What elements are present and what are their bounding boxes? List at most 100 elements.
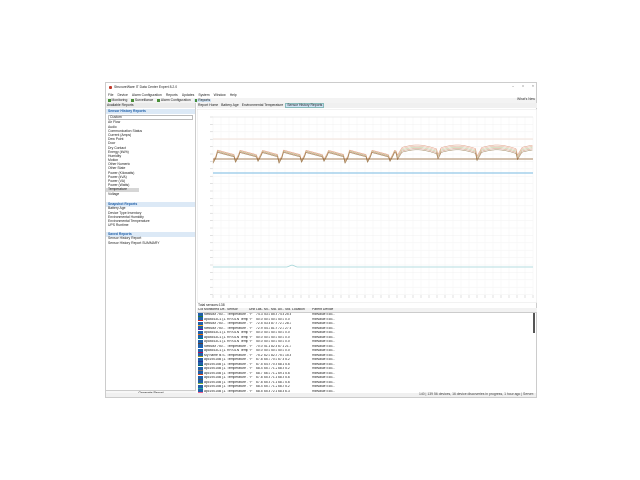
color-swatch[interactable] — [197, 335, 203, 340]
column-header[interactable]: Std... — [285, 308, 291, 312]
color-swatch[interactable] — [197, 357, 203, 362]
color-swatch[interactable] — [197, 366, 203, 371]
table-row[interactable]: apc8543C1 (1...RF/DLN Temp...°F50.050.05… — [197, 335, 537, 340]
table-row[interactable]: apc19015B (1... Temperature ... °F 67.8 65.5… — [197, 380, 537, 385]
report-item[interactable]: Other State — [108, 166, 126, 171]
table-row[interactable]: apc19015B (1... Temperature ... °F 68.5 65.8… — [197, 389, 537, 394]
report-item[interactable]: Sensor History Report SUMMARY — [108, 240, 160, 245]
tab-report-home[interactable]: Report Home — [198, 102, 219, 107]
column-header[interactable]: Parent Device — [312, 308, 334, 312]
report-item[interactable]: Door — [108, 141, 116, 146]
report-item[interactable]: Audio — [108, 124, 117, 129]
report-item[interactable]: UPS Runtime — [108, 223, 129, 228]
tab-environmental-temperature[interactable]: Environmental Temperature — [241, 102, 284, 107]
table-scrollbar[interactable] — [533, 313, 535, 333]
menu-reports[interactable]: Reports — [165, 92, 178, 97]
color-swatch[interactable] — [197, 380, 203, 385]
color-swatch[interactable] — [197, 371, 203, 376]
perspective-reports[interactable]: Reports — [193, 98, 212, 103]
report-item[interactable]: Voltage — [108, 191, 120, 196]
menu-file[interactable]: File — [108, 92, 114, 97]
report-item[interactable]: Air Flow — [108, 120, 121, 125]
table-row[interactable]: apc19015B (1... Temperature ... °F 67.5 64.9… — [197, 362, 537, 367]
table-row[interactable]: apc19015B (1... Temperature ... °F 68.7 66.0… — [197, 371, 537, 376]
color-swatch[interactable] — [197, 344, 203, 349]
report-item[interactable]: Battery Age — [108, 206, 126, 211]
color-swatch[interactable] — [197, 375, 203, 380]
report-item[interactable]: Temperature — [106, 188, 139, 193]
report-item[interactable]: Power (Kilowatts) — [108, 170, 135, 175]
table-row[interactable]: apc19015B (1... Temperature ... °F 68.4 65.7… — [197, 384, 537, 390]
column-header[interactable]: Units — [249, 308, 255, 312]
column-header[interactable]: Monitored De... — [204, 308, 226, 312]
menu-system[interactable]: System — [198, 92, 210, 97]
table-row[interactable]: apc8543C1 (1...RF/DLN Temp...°F50.050.05… — [197, 330, 537, 336]
perspective-monitoring[interactable]: Monitoring — [107, 98, 128, 102]
color-swatch[interactable] — [197, 362, 203, 367]
close-button[interactable]: × — [532, 84, 534, 88]
column-header[interactable]: Location — [292, 308, 305, 312]
table-cell: 50.0 — [271, 349, 277, 353]
table-row[interactable]: apc19015B (1... Temperature ... °F 67.8 65.7… — [197, 357, 537, 363]
report-item[interactable]: Current (Amps) — [108, 132, 132, 137]
status-bar: 140 | 139 56 devices, 16 device discover… — [106, 393, 536, 397]
color-swatch[interactable] — [197, 312, 203, 317]
section-header[interactable]: Snapshot Reports — [106, 202, 195, 207]
menu-device[interactable]: Device — [117, 92, 128, 97]
column-header[interactable]: Ma... — [271, 308, 277, 312]
report-item[interactable]: Energy (kWh) — [108, 149, 129, 154]
report-item[interactable]: Communication Status — [108, 128, 143, 133]
minimize-button[interactable]: – — [512, 84, 514, 88]
perspective-surveillance[interactable]: Surveillance — [130, 98, 154, 102]
color-swatch[interactable] — [197, 330, 203, 335]
color-swatch[interactable] — [197, 389, 203, 394]
column-header[interactable]: Las... — [256, 308, 263, 312]
report-item[interactable]: Environmental Humidity — [108, 214, 144, 219]
table-cell: 71.2 — [271, 371, 277, 375]
column-header[interactable]: Mi... — [264, 308, 270, 312]
color-swatch[interactable] — [197, 321, 203, 326]
menu-alarm-configuration[interactable]: Alarm Configuration — [131, 92, 162, 97]
table-row[interactable]: apc19015B (1... Temperature ... °F 68.4 65.7… — [197, 366, 537, 372]
color-swatch[interactable] — [197, 348, 203, 353]
section-header[interactable]: Sensor History Reports — [106, 109, 195, 114]
tab-battery-age[interactable]: Battery Age — [221, 102, 239, 107]
report-item[interactable]: Dry Contact — [108, 145, 126, 150]
section-header[interactable]: Saved Reports — [106, 232, 195, 237]
table-row[interactable]: apc8543C1 (1...RF/DLN Temp...°F50.050.05… — [197, 317, 537, 322]
report-item[interactable]: Humidity — [108, 153, 122, 158]
menu-window[interactable]: Window — [213, 92, 226, 97]
report-item[interactable]: Dew Point — [108, 137, 124, 142]
color-swatch[interactable] — [197, 353, 203, 358]
table-row[interactable]: My name is S... Temperature ... °F 75.2 62.0… — [197, 353, 537, 358]
color-swatch[interactable] — [197, 339, 203, 344]
table-row[interactable]: apc19015B (1... Temperature ... °F 67.8 65.5… — [197, 375, 537, 381]
report-item[interactable]: Environmental Temperature — [108, 218, 150, 223]
report-item[interactable]: Motion — [108, 158, 119, 163]
perspective-alarm-configuration[interactable]: Alarm Configuration — [156, 98, 191, 102]
report-item[interactable]: Power (VA) — [108, 179, 126, 184]
report-item[interactable]: Power (kVA) — [108, 174, 127, 179]
column-header[interactable]: Sensor — [227, 308, 238, 312]
maximize-button[interactable]: □ — [521, 84, 525, 88]
table-row[interactable]: NetBotz 750... Temperature ... °F 72.9 54.3 8… — [197, 326, 537, 331]
table-row[interactable]: NetBotz 750... Temperature ... °F 70.0 51.1 8… — [197, 344, 537, 349]
color-swatch[interactable] — [197, 384, 203, 389]
report-item[interactable]: Power (Watts) — [108, 183, 130, 188]
column-header[interactable]: Col. — [198, 308, 203, 312]
report-item[interactable]: Device Type Inventory — [108, 210, 142, 215]
report-filter-input[interactable]: Custom — [108, 115, 193, 120]
whats-new-link[interactable]: What's New — [517, 97, 535, 101]
color-swatch[interactable] — [197, 317, 203, 322]
column-header[interactable]: Av... — [278, 308, 284, 312]
report-item[interactable]: Sensor History Report — [108, 236, 142, 241]
table-row[interactable]: apc8543C1 (1...RF/DLN Temp...°F50.050.05… — [197, 348, 537, 354]
table-row[interactable]: NetBotz 750... Temperature ... °F 74.3 53.0 8… — [197, 312, 537, 318]
color-swatch[interactable] — [197, 326, 203, 331]
menu-help[interactable]: Help — [229, 92, 237, 97]
menu-updates[interactable]: Updates — [181, 92, 195, 97]
report-item[interactable]: Other Numeric — [108, 162, 131, 167]
table-row[interactable]: NetBotz 750... Temperature ... °F 72.5 53.6 8… — [197, 321, 537, 327]
table-row[interactable]: apc8543C1 (1...RF/DLN Temp...°F50.050.05… — [197, 339, 537, 345]
tab-sensor-history-reports[interactable]: Sensor History Reports — [285, 102, 325, 108]
